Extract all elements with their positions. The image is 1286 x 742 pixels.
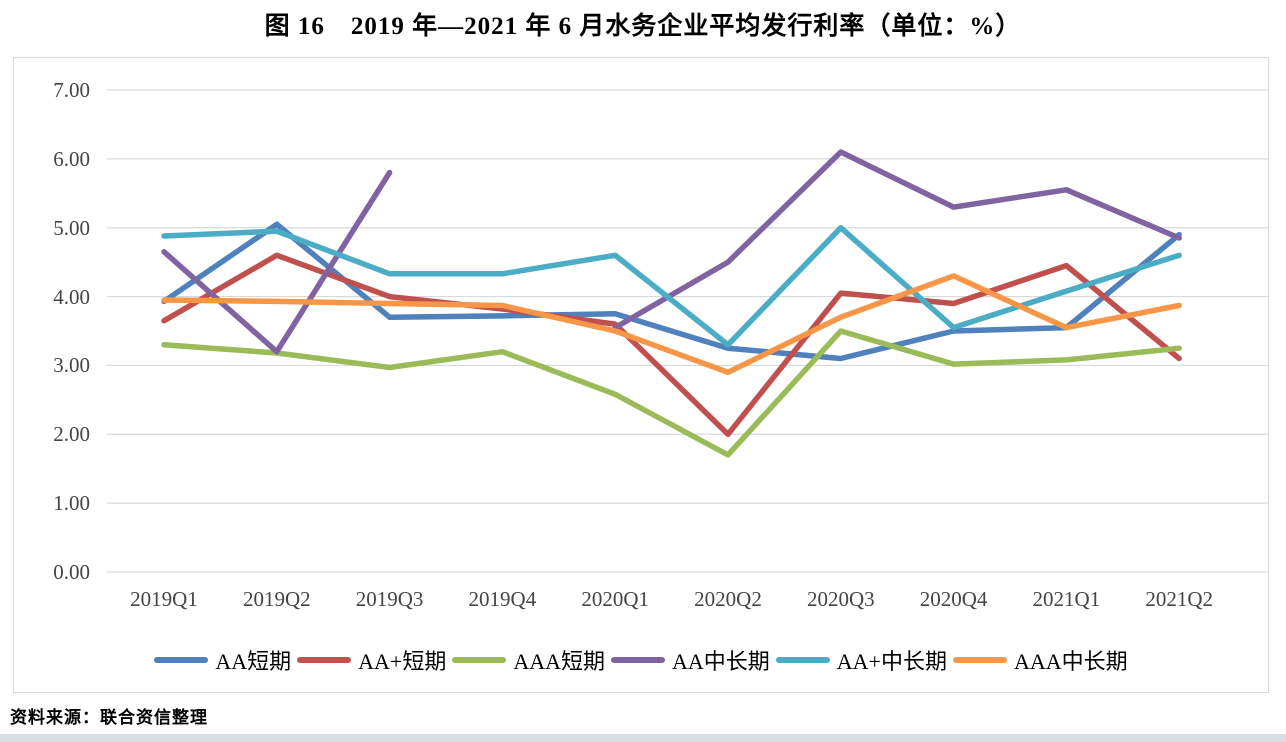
series-line-aa-mid-long [161,169,393,355]
legend-item-aaa-short: AAA短期 [452,644,605,676]
y-tick-label: 2.00 [53,422,90,447]
x-tick-label: 2020Q4 [919,587,988,611]
chart-title: 图 16 2019 年—2021 年 6 月水务企业平均发行利率（单位：%） [264,13,1022,40]
y-tick-label: 1.00 [53,491,90,516]
x-tick-label: 2020Q2 [694,587,762,611]
series-line-aa-short [161,221,1182,362]
legend-label: AAA中长期 [1013,649,1128,674]
y-tick-label: 3.00 [53,353,90,378]
legend-marker-aaa-mid-long [952,657,1007,663]
source-note: 资料来源：联合资信整理 [10,708,208,727]
legend-marker-aa-mid-long [611,657,665,663]
x-tick-label: 2019Q3 [355,587,424,611]
legend-item-aa-mid-long: AA中长期 [611,644,770,676]
x-tick-label: 2021Q2 [1145,587,1214,611]
legend-marker-aa-plus-mid-long [775,657,830,663]
x-tick-label: 2020Q1 [581,587,650,611]
series-line-aa-plus-mid-long [161,224,1182,348]
page-bottom-bar [0,734,1286,742]
legend-marker-aa-short [154,657,209,663]
chart-frame: 7.00 6.00 5.00 4.00 3.00 2.00 1.00 0.00 2019Q1 2… [13,57,1269,693]
series-line-aaa-mid-long [161,273,1182,376]
legend-item-aa-plus-mid-long: AA+中长期 [775,644,947,676]
chart-legend: AA短期 AA+短期 AAA短期 AA中长期 AA+中长期 AAA中长期 [14,644,1268,676]
legend-item-aa-short: AA短期 [154,644,291,676]
legend-marker-aa-plus-short [297,657,352,663]
x-tick-label: 2019Q4 [468,587,537,611]
x-tick-label: 2021Q1 [1032,587,1101,611]
legend-label: AA+中长期 [836,649,947,674]
x-tick-label: 2019Q2 [242,587,311,611]
legend-label: AA短期 [215,649,292,674]
y-tick-label: 5.00 [53,215,90,240]
legend-item-aaa-mid-long: AAA中长期 [952,644,1128,676]
x-tick-label: 2019Q1 [130,587,198,611]
legend-label: AA+短期 [358,649,447,674]
plot-area [107,89,1268,573]
legend-label: AAA短期 [513,649,605,674]
series-line-aaa-short [161,328,1182,458]
legend-label: AA中长期 [672,649,770,674]
series-line-aa-mid-long [612,149,1182,331]
y-tick-label: 0.00 [53,560,90,584]
legend-item-aa-plus-short: AA+短期 [297,644,446,676]
legend-marker-aaa-short [452,657,507,663]
series-line-aa-plus-short [161,252,1182,438]
y-tick-label: 4.00 [53,284,90,309]
y-tick-label: 6.00 [53,146,90,171]
y-tick-label: 7.00 [53,78,90,102]
x-tick-label: 2020Q3 [806,587,875,611]
